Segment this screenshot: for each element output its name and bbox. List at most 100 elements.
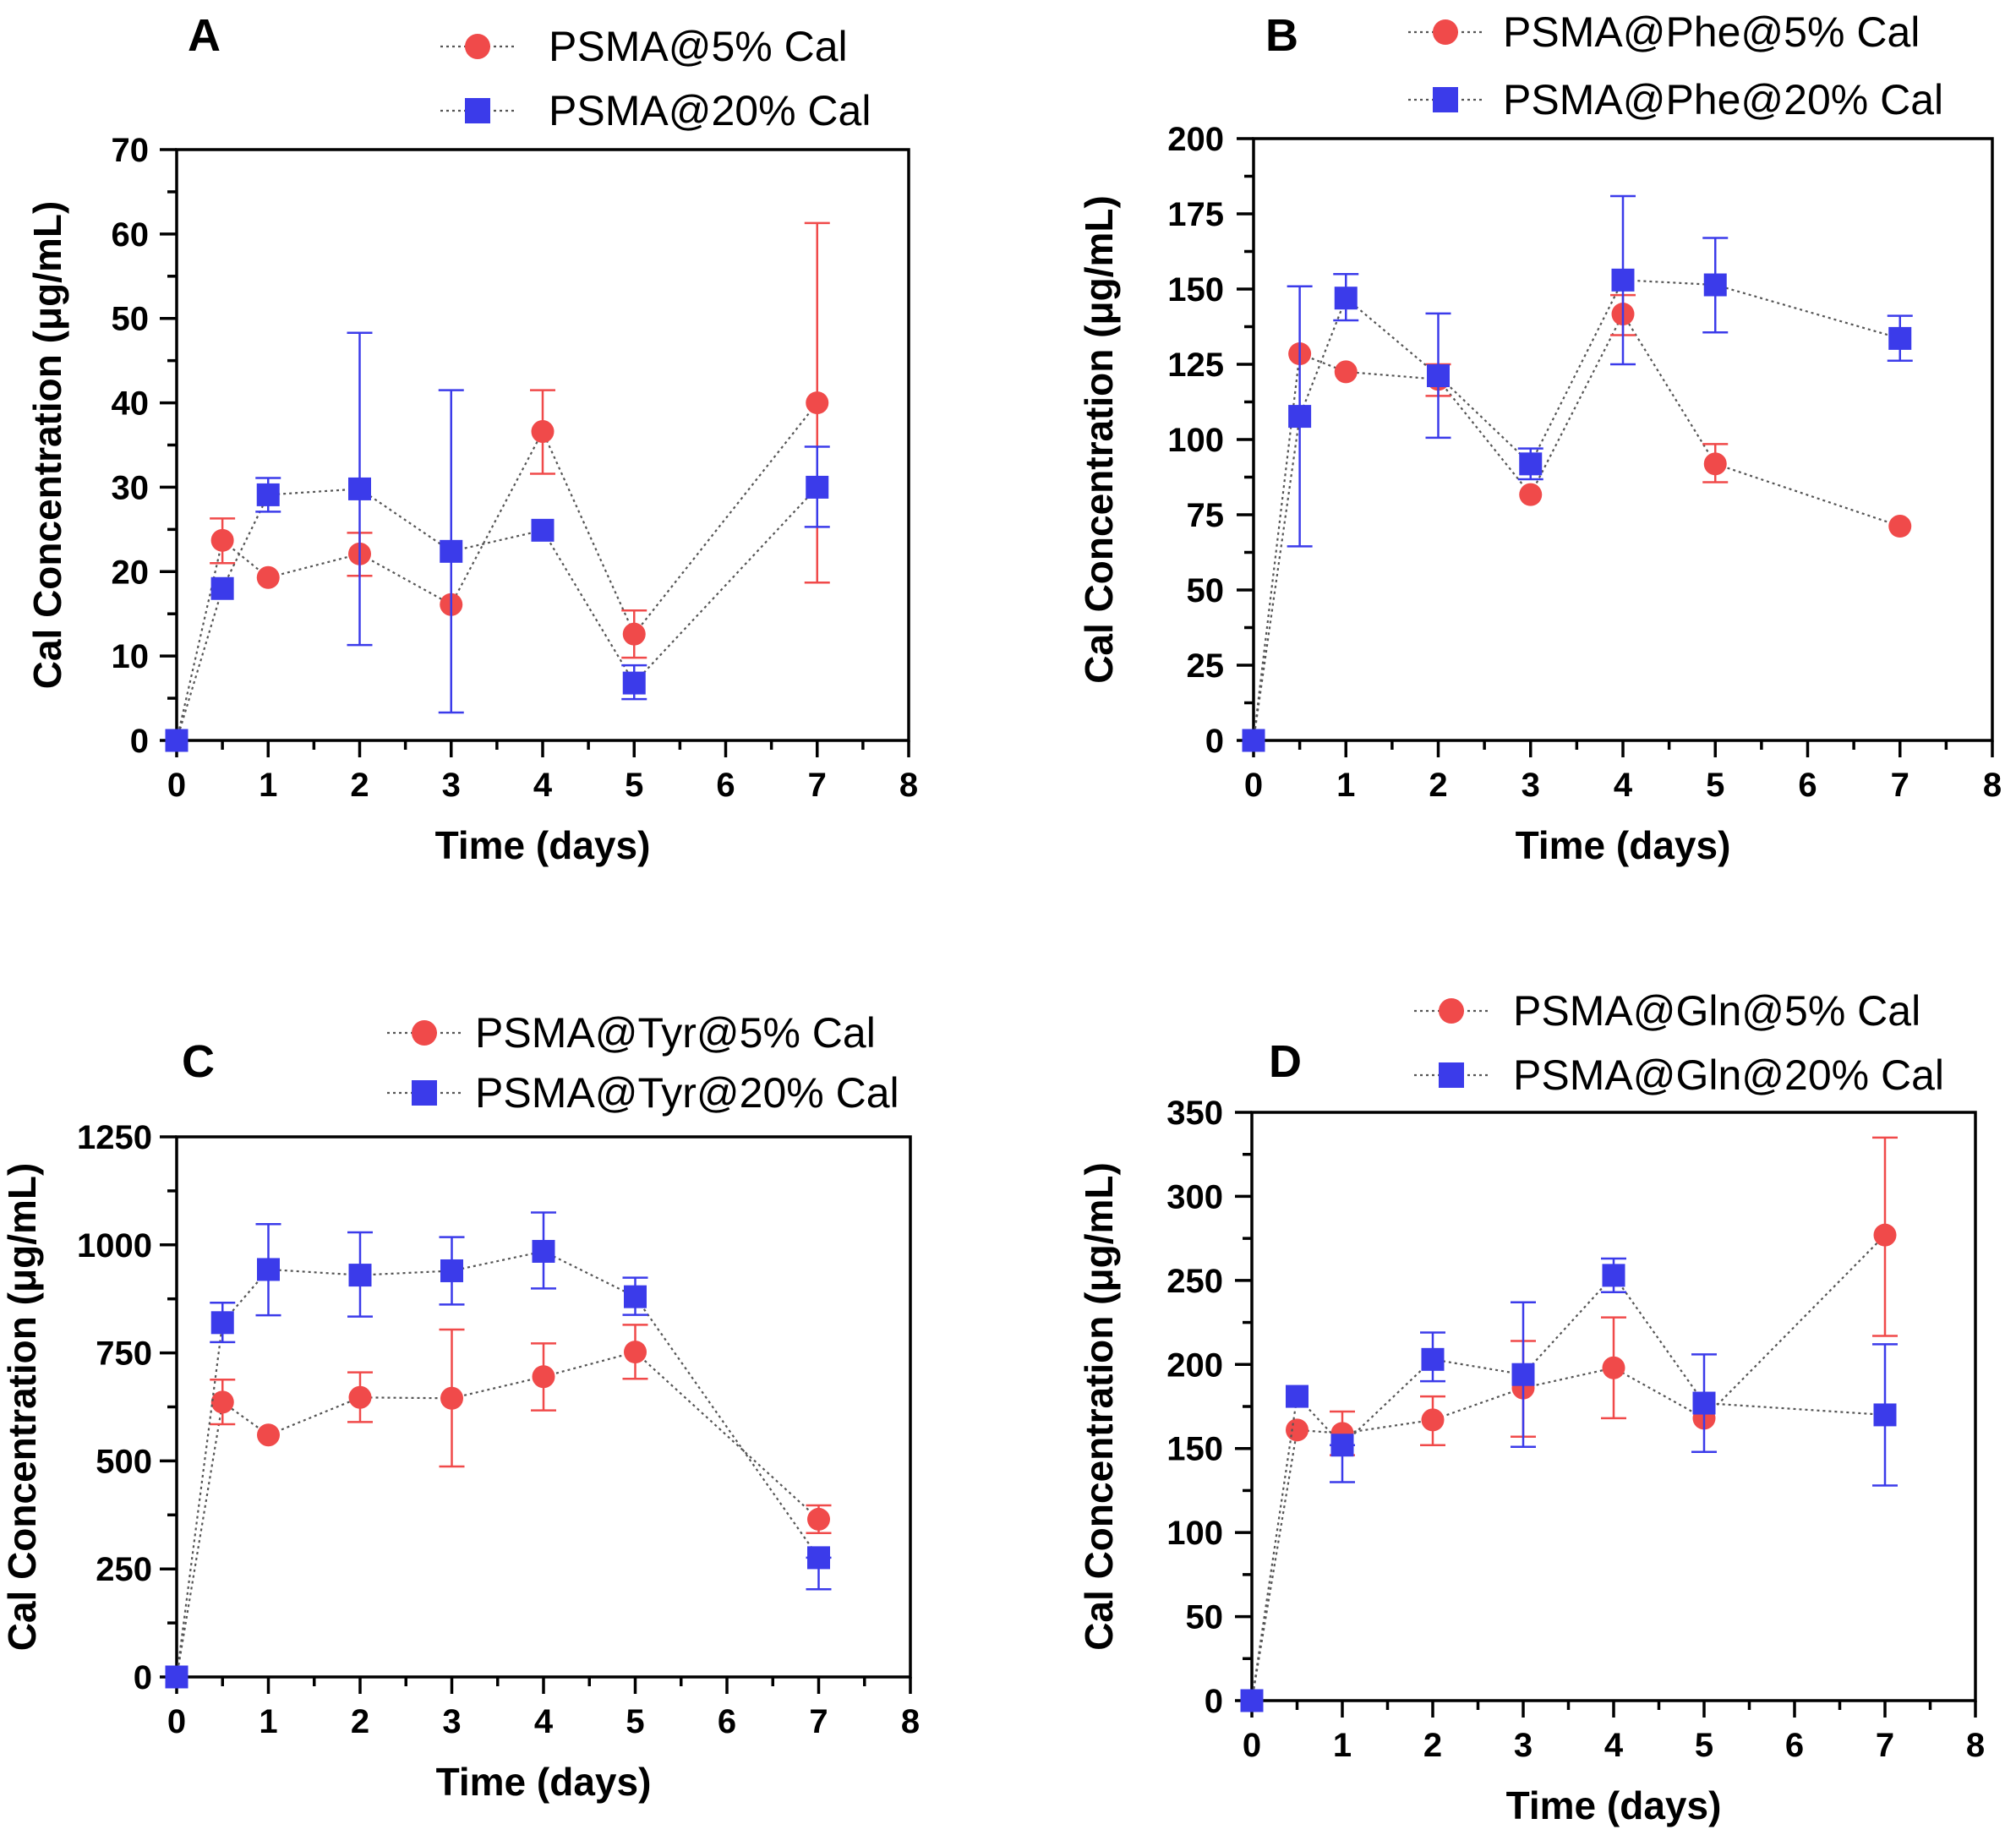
series-blue — [1242, 194, 1913, 752]
legend-marker — [1439, 998, 1464, 1024]
data-point — [1511, 1363, 1535, 1386]
data-point — [622, 671, 646, 695]
data-point — [1692, 1391, 1716, 1415]
legend-marker — [465, 34, 490, 59]
data-point — [1286, 1418, 1308, 1442]
x-tick-label: 3 — [1514, 1727, 1532, 1764]
x-tick-label: 6 — [716, 767, 735, 804]
y-axis-title: Cal Concentration (μg/mL) — [1077, 1162, 1121, 1651]
series-red — [1242, 293, 1912, 752]
series-blue — [1240, 1257, 1898, 1712]
y-tick-label: 70 — [112, 132, 150, 169]
data-point — [1242, 729, 1265, 752]
y-tick-label: 60 — [112, 216, 150, 254]
data-point — [165, 729, 188, 752]
x-tick-label: 4 — [1604, 1727, 1624, 1764]
x-tick-label: 7 — [809, 1703, 828, 1740]
y-tick-label: 30 — [112, 469, 150, 506]
x-tick-label: 2 — [350, 767, 369, 804]
data-point — [440, 539, 463, 563]
data-point — [1519, 452, 1543, 476]
data-point — [532, 1239, 555, 1263]
legend-label: PSMA@Tyr@5% Cal — [475, 1009, 876, 1057]
legend-label: PSMA@Phe@20% Cal — [1503, 76, 1943, 123]
y-tick-label: 200 — [1166, 1346, 1223, 1384]
panel-letter: D — [1269, 1036, 1302, 1087]
legend: PSMA@Phe@5% Cal PSMA@Phe@20% Cal — [1408, 8, 1943, 123]
data-point — [624, 1341, 647, 1364]
data-point — [1421, 1347, 1445, 1371]
y-tick-label: 20 — [112, 554, 150, 591]
series-red — [165, 1324, 832, 1689]
x-tick-label: 0 — [167, 767, 186, 804]
data-point — [1888, 326, 1912, 350]
legend-label: PSMA@Gln@5% Cal — [1513, 987, 1920, 1035]
data-point — [531, 518, 555, 542]
series-line — [1250, 1234, 1886, 1701]
data-point — [807, 1507, 830, 1531]
data-point — [348, 1385, 372, 1409]
data-point — [210, 1390, 234, 1414]
panel-d: D 0 1 2 3 4 5 6 7 8 0 50 100 150 200 250 300 350 Time (day… — [1077, 987, 1985, 1827]
x-tick-label: 6 — [1785, 1727, 1804, 1764]
y-tick-label: 50 — [1187, 572, 1225, 609]
data-point — [1240, 1689, 1264, 1712]
y-tick-label: 150 — [1166, 1431, 1223, 1468]
x-tick-label: 6 — [718, 1703, 736, 1740]
data-point — [1703, 452, 1727, 476]
x-tick-label: 1 — [1333, 1727, 1352, 1764]
x-tick-label: 8 — [899, 767, 918, 804]
panel-c: C 0 1 2 3 4 5 6 7 8 0 250 500 750 1000 1250 Time (days) C… — [0, 1009, 920, 1804]
data-point — [1286, 1384, 1308, 1408]
x-tick-label: 8 — [1966, 1727, 1985, 1764]
y-tick-label: 125 — [1167, 347, 1224, 384]
y-tick-label: 150 — [1167, 271, 1224, 309]
legend-label: PSMA@Phe@5% Cal — [1503, 8, 1920, 56]
x-tick-label: 5 — [625, 767, 643, 804]
x-axis-title: Time (days) — [1506, 1783, 1722, 1827]
data-point — [532, 1365, 555, 1389]
panel-letter: B — [1265, 10, 1298, 61]
x-tick-label: 3 — [442, 767, 461, 804]
y-axis-title: Cal Concentration (μg/mL) — [1077, 195, 1121, 684]
data-point — [348, 477, 371, 500]
x-tick-label: 0 — [1243, 1727, 1261, 1764]
series-line — [175, 486, 818, 741]
x-tick-label: 5 — [1706, 767, 1724, 804]
y-tick-label: 0 — [134, 1659, 152, 1696]
panel-b: B 0 1 2 3 4 5 6 7 8 0 25 50 75 100 125 150 175 200 Time (da… — [1077, 8, 2002, 867]
data-point — [210, 528, 234, 552]
legend: PSMA@5% Cal PSMA@20% Cal — [440, 23, 871, 134]
y-tick-label: 0 — [130, 723, 149, 760]
x-axis-title: Time (days) — [435, 823, 651, 867]
data-point — [1330, 1434, 1354, 1457]
data-point — [531, 420, 555, 444]
data-point — [1334, 287, 1358, 310]
data-point — [1602, 1264, 1625, 1287]
panel-letter: C — [182, 1036, 215, 1087]
x-axis-title: Time (days) — [1516, 823, 1731, 867]
x-tick-label: 4 — [1614, 767, 1633, 804]
series-line — [1250, 1274, 1886, 1701]
y-tick-label: 250 — [1166, 1263, 1223, 1300]
data-point — [257, 1258, 280, 1281]
data-point — [1334, 360, 1358, 384]
x-tick-label: 4 — [533, 767, 553, 804]
legend-marker — [1433, 19, 1458, 45]
y-tick-label: 50 — [1186, 1599, 1224, 1636]
y-tick-label: 0 — [1205, 723, 1224, 760]
panel-letter: A — [188, 10, 221, 61]
data-point — [1888, 515, 1912, 538]
legend-marker — [1433, 87, 1458, 112]
data-point — [256, 565, 280, 589]
x-tick-label: 2 — [1423, 1727, 1442, 1764]
data-point — [440, 1259, 463, 1282]
y-tick-label: 200 — [1167, 121, 1224, 158]
data-point — [210, 576, 234, 600]
data-point — [624, 1285, 647, 1308]
x-tick-label: 8 — [901, 1703, 920, 1740]
y-tick-label: 750 — [96, 1335, 152, 1373]
data-point — [257, 1423, 280, 1447]
x-tick-label: 0 — [167, 1703, 186, 1740]
